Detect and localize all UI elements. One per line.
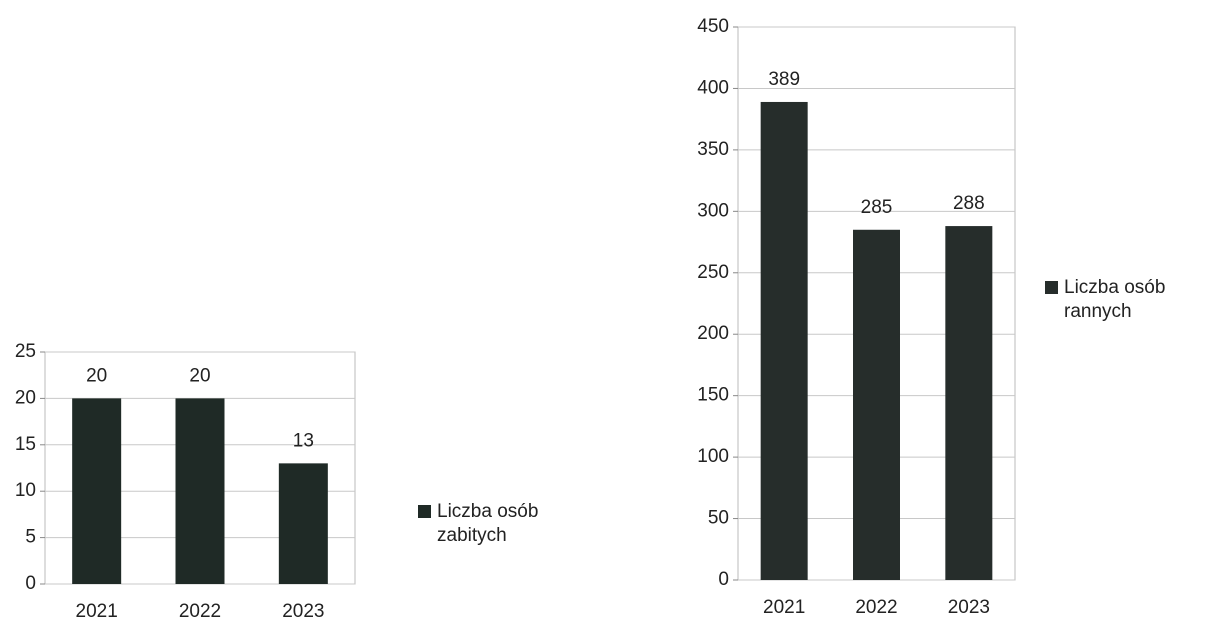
data-label: 20 (189, 365, 210, 386)
y-tick-label: 0 (25, 573, 36, 594)
data-label: 285 (861, 197, 893, 218)
data-label: 20 (86, 365, 107, 386)
x-tick-label: 2021 (763, 597, 805, 618)
data-label: 389 (768, 69, 800, 90)
legend: Liczba osób rannych (1045, 276, 1180, 324)
bar (760, 101, 808, 580)
legend: Liczba osób zabitych (418, 500, 553, 548)
y-tick-label: 350 (697, 139, 729, 160)
y-tick-label: 5 (25, 527, 36, 548)
y-tick-label: 15 (15, 434, 36, 455)
y-tick-label: 450 (697, 16, 729, 37)
x-tick-label: 2023 (282, 601, 324, 622)
data-label: 13 (293, 430, 314, 451)
x-tick-label: 2021 (76, 601, 118, 622)
y-tick-label: 150 (697, 385, 729, 406)
x-tick-label: 2022 (179, 601, 221, 622)
y-tick-label: 100 (697, 446, 729, 467)
x-tick-label: 2023 (948, 597, 990, 618)
y-tick-label: 50 (708, 508, 729, 529)
bar (853, 229, 900, 580)
bar (945, 226, 993, 580)
y-tick-label: 300 (697, 200, 729, 221)
bar (72, 398, 122, 584)
y-tick-label: 250 (697, 262, 729, 283)
legend-label: Liczba osób zabitych (437, 501, 539, 546)
legend-label: Liczba osób rannych (1064, 277, 1166, 322)
x-tick-label: 2022 (855, 597, 897, 618)
bar (278, 463, 328, 584)
legend-swatch (418, 505, 431, 518)
bar (175, 398, 225, 584)
data-label: 288 (953, 193, 985, 214)
y-tick-label: 25 (15, 341, 36, 362)
y-tick-label: 20 (15, 387, 36, 408)
y-tick-label: 10 (15, 480, 36, 501)
y-tick-label: 0 (718, 569, 729, 590)
y-tick-label: 200 (697, 323, 729, 344)
y-tick-label: 400 (697, 77, 729, 98)
legend-swatch (1045, 281, 1058, 294)
